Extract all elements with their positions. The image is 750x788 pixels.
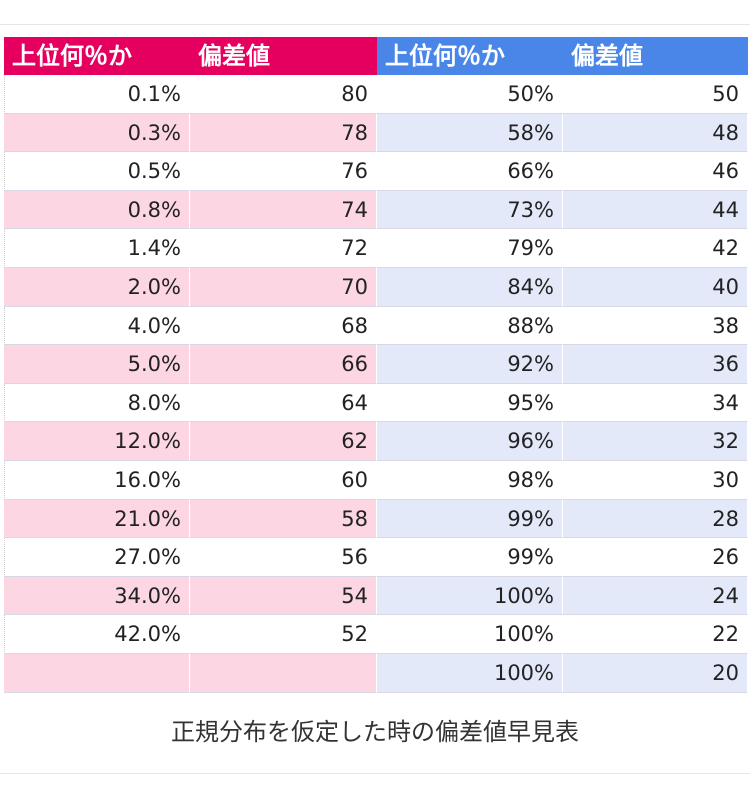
cell-right-score: 40 — [563, 267, 748, 307]
header-right-percent: 上位何％か — [377, 37, 563, 75]
cell-left-percent: 0.5% — [4, 152, 190, 191]
table-row: 5.0% 66 92% 36 — [4, 345, 748, 384]
table-caption: 正規分布を仮定した時の偏差値早見表 — [171, 718, 579, 746]
table-row: 0.5% 76 66% 46 — [4, 152, 748, 191]
table-row: 1.4% 72 79% 42 — [4, 229, 748, 268]
cell-right-score: 26 — [563, 538, 748, 577]
table-row: 0.3% 78 58% 48 — [4, 113, 748, 153]
table-row: 27.0% 56 99% 26 — [4, 538, 748, 577]
cell-right-score: 22 — [563, 615, 748, 654]
cell-right-score: 46 — [563, 152, 748, 191]
cell-left-percent: 0.8% — [4, 190, 190, 230]
table-row: 8.0% 64 95% 34 — [4, 383, 748, 423]
cell-right-percent: 100% — [377, 615, 563, 654]
cell-right-percent: 73% — [377, 190, 563, 230]
cell-right-percent: 98% — [377, 460, 563, 500]
cell-left-score: 52 — [190, 615, 377, 654]
cell-right-percent: 99% — [377, 499, 563, 539]
cell-left-score: 76 — [190, 152, 377, 191]
cell-left-percent: 16.0% — [4, 460, 190, 500]
cell-right-percent: 96% — [377, 422, 563, 461]
cell-left-score: 78 — [190, 113, 377, 153]
table-row: 16.0% 60 98% 30 — [4, 460, 748, 500]
cell-right-score: 24 — [563, 576, 748, 616]
cell-left-score: 62 — [190, 422, 377, 461]
cell-left-score: 56 — [190, 538, 377, 577]
table-row: 4.0% 68 88% 38 — [4, 306, 748, 346]
cell-left-score — [190, 653, 377, 693]
cell-right-percent: 66% — [377, 152, 563, 191]
header-left-score: 偏差値 — [190, 37, 377, 75]
cell-right-score: 50 — [563, 75, 748, 114]
cell-left-percent: 1.4% — [4, 229, 190, 268]
cell-left-percent: 42.0% — [4, 615, 190, 654]
bottom-divider — [0, 773, 750, 774]
cell-left-percent: 27.0% — [4, 538, 190, 577]
table-row: 2.0% 70 84% 40 — [4, 267, 748, 307]
cell-right-percent: 100% — [377, 576, 563, 616]
cell-right-percent: 88% — [377, 306, 563, 346]
cell-left-percent: 5.0% — [4, 345, 190, 384]
cell-left-percent: 2.0% — [4, 267, 190, 307]
cell-left-score: 54 — [190, 576, 377, 616]
cell-left-score: 72 — [190, 229, 377, 268]
table-row: 42.0% 52 100% 22 — [4, 615, 748, 654]
cell-right-percent: 50% — [377, 75, 563, 114]
table-row: 0.1% 80 50% 50 — [4, 75, 748, 114]
table-body: 0.1% 80 50% 50 0.3% 78 58% 48 0.5% 76 66% 46 0.8% 74 7… — [4, 75, 748, 693]
cell-right-percent: 99% — [377, 538, 563, 577]
header-right-score: 偏差値 — [563, 37, 748, 75]
table-row: 0.8% 74 73% 44 — [4, 190, 748, 230]
cell-left-score: 70 — [190, 267, 377, 307]
cell-left-score: 60 — [190, 460, 377, 500]
cell-left-percent: 12.0% — [4, 422, 190, 461]
cell-left-score: 66 — [190, 345, 377, 384]
deviation-table: 上位何％か 偏差値 上位何％か 偏差値 0.1% 80 50% 50 0.3% 78 58%… — [4, 37, 748, 693]
cell-right-score: 42 — [563, 229, 748, 268]
cell-right-score: 36 — [563, 345, 748, 384]
cell-left-percent: 0.3% — [4, 113, 190, 153]
cell-left-percent: 8.0% — [4, 383, 190, 423]
cell-right-score: 30 — [563, 460, 748, 500]
cell-left-percent: 21.0% — [4, 499, 190, 539]
header-left-percent: 上位何％か — [4, 37, 190, 75]
cell-right-percent: 58% — [377, 113, 563, 153]
cell-right-score: 38 — [563, 306, 748, 346]
cell-right-score: 32 — [563, 422, 748, 461]
cell-right-score: 48 — [563, 113, 748, 153]
cell-left-percent: 34.0% — [4, 576, 190, 616]
cell-right-score: 34 — [563, 383, 748, 423]
cell-right-score: 28 — [563, 499, 748, 539]
cell-right-percent: 79% — [377, 229, 563, 268]
cell-left-percent — [4, 653, 190, 693]
cell-left-score: 74 — [190, 190, 377, 230]
table-row: 100% 20 — [4, 653, 748, 693]
cell-left-percent: 4.0% — [4, 306, 190, 346]
cell-right-percent: 95% — [377, 383, 563, 423]
table-row: 34.0% 54 100% 24 — [4, 576, 748, 616]
cell-right-percent: 92% — [377, 345, 563, 384]
cell-left-score: 64 — [190, 383, 377, 423]
table-header: 上位何％か 偏差値 上位何％か 偏差値 — [4, 37, 748, 75]
cell-right-percent: 84% — [377, 267, 563, 307]
cell-right-score: 44 — [563, 190, 748, 230]
cell-left-score: 58 — [190, 499, 377, 539]
cell-left-score: 80 — [190, 75, 377, 114]
table-row: 21.0% 58 99% 28 — [4, 499, 748, 539]
cell-left-score: 68 — [190, 306, 377, 346]
top-divider — [0, 24, 750, 25]
cell-right-percent: 100% — [377, 653, 563, 693]
cell-right-score: 20 — [563, 653, 748, 693]
cell-left-percent: 0.1% — [4, 75, 190, 114]
table-row: 12.0% 62 96% 32 — [4, 422, 748, 461]
